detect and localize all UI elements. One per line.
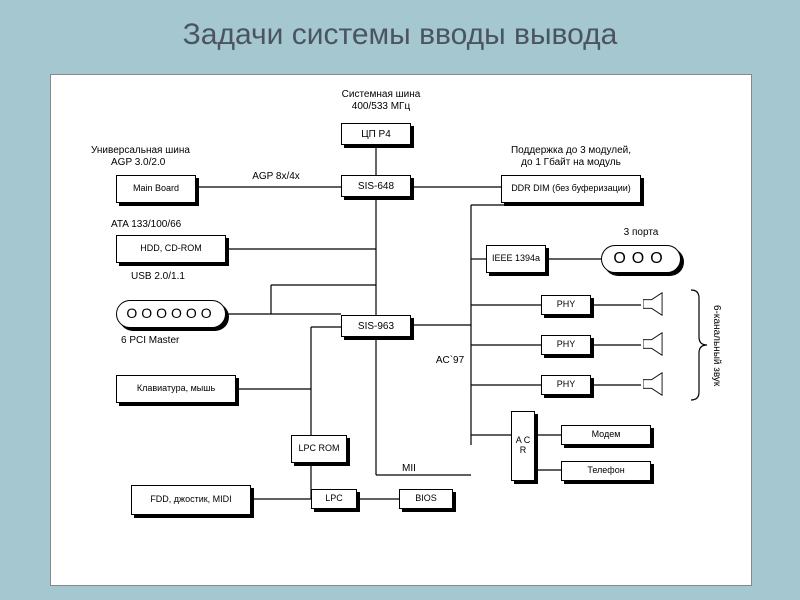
ports3-glyphs: OOO [613, 250, 668, 268]
label-ac97: AC`97 [425, 355, 475, 366]
label-3ports: 3 порта [606, 227, 676, 238]
node-bios: BIOS [399, 489, 453, 509]
label-ddr-1: Поддержка до 3 модулей, [481, 145, 661, 156]
node-keyboard-mouse: Клавиатура, мышь [116, 375, 236, 403]
label-6ch-sound: 6-канальный звук [711, 305, 722, 386]
speaker-icon-1 [641, 291, 671, 317]
label-usb: USB 2.0/1.1 [131, 271, 231, 282]
node-lpc-rom: LPC ROM [291, 435, 347, 463]
node-sis963: SIS-963 [341, 315, 411, 337]
label-mii: MII [389, 463, 429, 474]
label-ata: ATA 133/100/66 [111, 219, 231, 230]
node-phy-3: PHY [541, 375, 591, 395]
node-telephone: Телефон [561, 461, 651, 481]
node-phy-2: PHY [541, 335, 591, 355]
node-mainboard: Main Board [116, 175, 196, 203]
label-pci-master: 6 PCI Master [121, 335, 221, 346]
node-sis648: SIS-648 [341, 175, 411, 197]
node-ieee: IEEE 1394a [486, 245, 546, 273]
node-3ports-slots: OOO [601, 245, 681, 273]
node-modem: Модем [561, 425, 651, 445]
node-lpc: LPC [311, 489, 357, 509]
node-acr: A C R [511, 411, 535, 481]
node-cpu: ЦП P4 [341, 123, 411, 145]
node-hdd: HDD, CD-ROM [116, 235, 226, 263]
node-ddr: DDR DIM (без буферизации) [501, 175, 641, 203]
label-ddr-2: до 1 Гбайт на модуль [481, 157, 661, 168]
label-agp-speed: AGP 8x/4x [241, 171, 311, 182]
label-universal-bus: Универсальная шина [91, 145, 231, 156]
speaker-icon-2 [641, 331, 671, 357]
node-pci-slots: OOOOOO [116, 300, 226, 328]
node-phy-1: PHY [541, 295, 591, 315]
node-fdd: FDD, джостик, MIDI [131, 485, 251, 515]
label-system-bus-freq: 400/533 МГц [331, 101, 431, 112]
diagram-canvas: Системная шина 400/533 МГц Универсальная… [50, 74, 752, 586]
label-system-bus: Системная шина [331, 89, 431, 100]
label-agp-ver: AGP 3.0/2.0 [111, 157, 211, 168]
speaker-icon-3 [641, 371, 671, 397]
pci-slots-glyphs: OOOOOO [126, 306, 215, 321]
page-title: Задачи системы вводы вывода [0, 0, 800, 62]
